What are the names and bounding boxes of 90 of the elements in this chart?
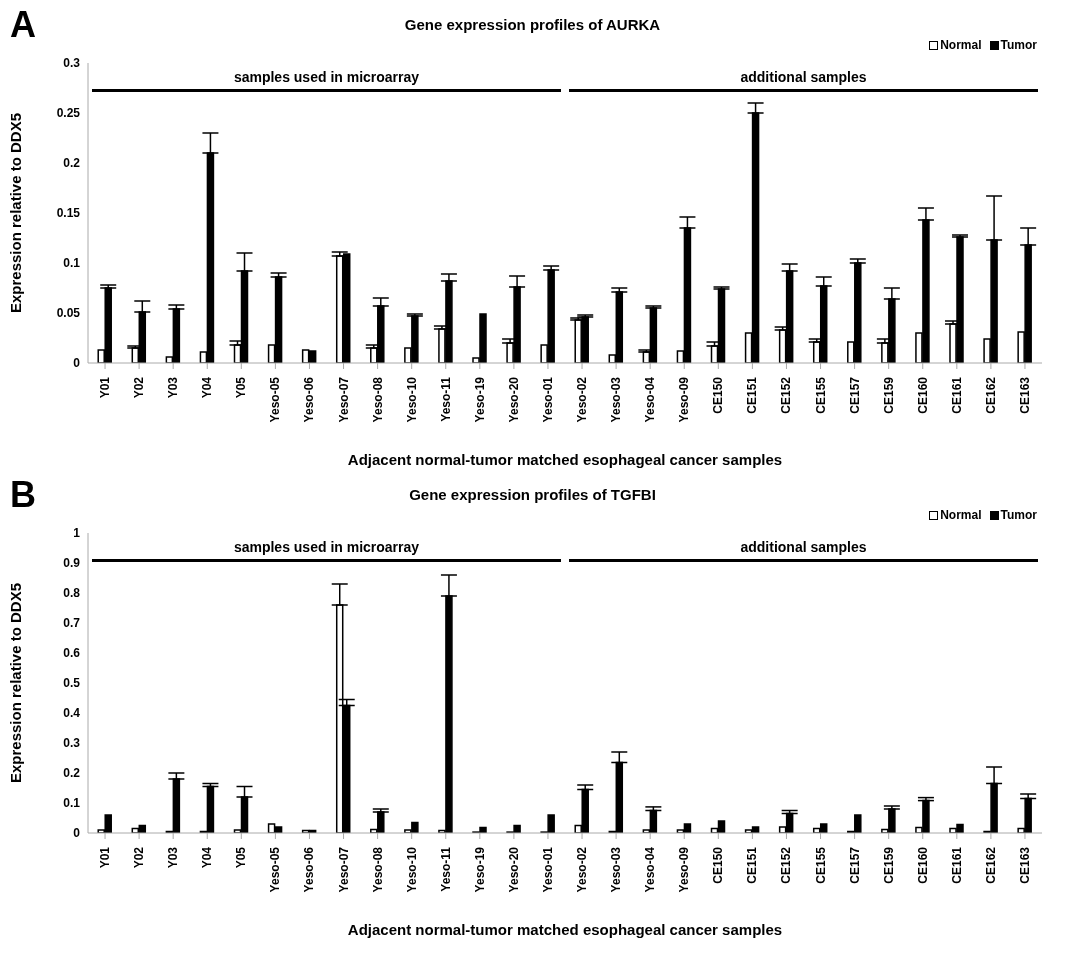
text: A	[10, 4, 36, 46]
x-tick-label: CE160	[915, 376, 930, 414]
legend-label: Tumor	[999, 508, 1037, 522]
annotation: samples used in microarray	[232, 68, 421, 86]
x-tick-label: CE162	[983, 846, 998, 884]
x-tick-label: Y03	[166, 376, 181, 399]
x-tick-label: Y03	[166, 846, 181, 869]
y-tick-label: 0.1	[63, 256, 81, 271]
annotation: additional samples	[739, 68, 868, 86]
legend-label: Normal	[939, 38, 982, 52]
chart-title: Gene expression profiles of AURKA	[404, 16, 661, 33]
x-tick-label: Yeso-09	[677, 376, 692, 423]
legend-label: Normal	[939, 508, 982, 522]
chart-title: Gene expression profiles of TGFBI	[409, 486, 656, 503]
x-tick-label: Y04	[200, 376, 215, 399]
x-tick-label: Y01	[98, 376, 113, 399]
y-tick-label: 1	[73, 526, 81, 541]
x-tick-label: Yeso-09	[677, 846, 692, 893]
x-tick-label: CE155	[813, 376, 828, 414]
x-tick-label: Y05	[234, 376, 249, 399]
y-axis-title: Expression relative to DDX5	[7, 112, 25, 314]
x-tick-label: CE161	[949, 376, 964, 414]
x-tick-label: CE152	[779, 846, 794, 884]
x-tick-label: Y04	[200, 846, 215, 869]
x-tick-label: Yeso-01	[540, 376, 555, 423]
x-axis-title: Adjacent normal-tumor matched esophageal cancer samples	[347, 921, 783, 938]
x-tick-label: Y01	[98, 846, 113, 869]
y-tick-label: 0.9	[63, 556, 81, 571]
x-tick-label: CE150	[711, 846, 726, 884]
y-tick-label: 0.3	[63, 56, 81, 71]
x-tick-label: CE150	[711, 376, 726, 414]
x-tick-label: Yeso-05	[268, 376, 283, 423]
x-tick-label: Yeso-02	[575, 846, 590, 893]
x-tick-label: CE162	[983, 376, 998, 414]
text: B	[10, 474, 36, 516]
x-tick-label: Yeso-19	[472, 846, 487, 893]
x-tick-label: CE151	[745, 376, 760, 414]
y-tick-label: 0.3	[63, 736, 81, 751]
x-tick-label: Yeso-01	[540, 846, 555, 893]
x-tick-label: Y05	[234, 846, 249, 869]
x-tick-label: CE161	[949, 846, 964, 884]
x-tick-label: CE151	[745, 846, 760, 884]
y-tick-label: 0.5	[63, 676, 81, 691]
x-tick-label: CE159	[881, 376, 896, 414]
x-tick-label: Yeso-06	[302, 376, 317, 423]
x-tick-label: CE155	[813, 846, 828, 884]
x-axis-title: Adjacent normal-tumor matched esophageal cancer samples	[347, 451, 783, 468]
x-tick-label: Yeso-04	[643, 846, 658, 893]
x-tick-label: Yeso-11	[438, 846, 453, 892]
x-tick-label: Yeso-11	[438, 376, 453, 422]
y-tick-label: 0	[73, 356, 81, 371]
x-tick-label: Yeso-20	[506, 846, 521, 893]
x-tick-label: Yeso-10	[404, 846, 419, 893]
x-tick-label: Yeso-08	[370, 376, 385, 423]
x-tick-label: CE152	[779, 376, 794, 414]
x-tick-label: CE157	[847, 376, 862, 414]
x-tick-label: Yeso-03	[609, 846, 624, 893]
y-axis-title: Expression relative to DDX5	[7, 582, 25, 784]
legend-label: Tumor	[999, 38, 1037, 52]
y-tick-label: 0.1	[63, 796, 81, 811]
x-tick-label: Yeso-02	[575, 376, 590, 423]
y-tick-label: 0.05	[56, 306, 81, 321]
x-tick-label: CE159	[881, 846, 896, 884]
x-tick-label: Y02	[132, 846, 147, 869]
x-tick-label: Yeso-05	[268, 846, 283, 893]
x-tick-label: CE157	[847, 846, 862, 884]
y-tick-label: 0.7	[63, 616, 81, 631]
x-tick-label: CE160	[915, 846, 930, 884]
annotation: samples used in microarray	[232, 538, 421, 556]
x-tick-label: Yeso-06	[302, 846, 317, 893]
annotation: additional samples	[739, 538, 868, 556]
y-tick-label: 0	[73, 826, 81, 841]
y-tick-label: 0.8	[63, 586, 81, 601]
x-tick-label: Yeso-08	[370, 846, 385, 893]
x-tick-label: Yeso-04	[643, 376, 658, 423]
x-tick-label: Y02	[132, 376, 147, 399]
x-tick-label: Yeso-10	[404, 376, 419, 423]
y-tick-label: 0.4	[63, 706, 81, 721]
y-tick-label: 0.15	[56, 206, 81, 221]
x-tick-label: CE163	[1017, 376, 1032, 414]
x-tick-label: CE163	[1017, 846, 1032, 884]
x-tick-label: Yeso-19	[472, 376, 487, 423]
y-tick-label: 0.2	[63, 156, 81, 171]
y-tick-label: 0.25	[56, 106, 81, 121]
y-tick-label: 0.2	[63, 766, 81, 781]
x-tick-label: Yeso-07	[336, 846, 351, 893]
x-tick-label: Yeso-20	[506, 376, 521, 423]
x-tick-label: Yeso-07	[336, 376, 351, 423]
y-tick-label: 0.6	[63, 646, 81, 661]
x-tick-label: Yeso-03	[609, 376, 624, 423]
